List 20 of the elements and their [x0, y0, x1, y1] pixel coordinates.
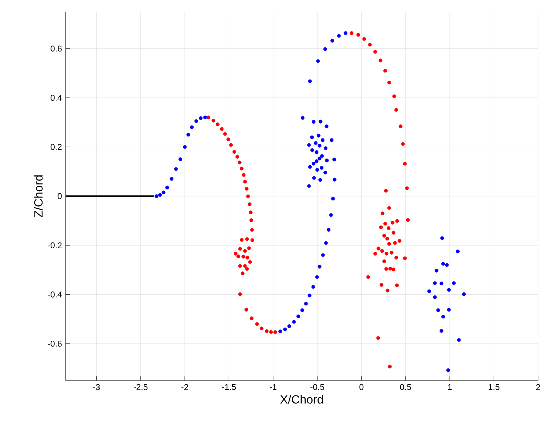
y-tick-label: 0.2: [50, 144, 62, 150]
y-tick-label: 0.6: [50, 46, 62, 52]
y-tick-label: 0.4: [50, 95, 62, 102]
x-tick-label: -1.5: [222, 384, 236, 390]
x-tick-label: -2: [182, 384, 188, 390]
y-tick-label: 0: [58, 194, 62, 200]
y-tick-label: -0.6: [48, 341, 62, 348]
x-tick-label: -2.5: [134, 384, 148, 390]
x-tick-label: 1: [448, 384, 452, 390]
x-tick-label: 2: [536, 384, 540, 390]
x-tick-label: 0: [360, 384, 364, 390]
y-axis-title: Z/Chord: [34, 176, 43, 218]
y-tick-label: -0.4: [48, 292, 62, 298]
x-tick-label: -1: [270, 384, 277, 390]
x-tick-label: -3: [93, 384, 100, 390]
x-tick-label: -0.5: [310, 384, 324, 390]
x-tick-label: 0.5: [400, 384, 412, 390]
y-tick-label: -0.2: [48, 242, 62, 249]
x-tick-label: 1.5: [488, 384, 500, 390]
x-axis-title: X/Chord: [280, 395, 324, 404]
